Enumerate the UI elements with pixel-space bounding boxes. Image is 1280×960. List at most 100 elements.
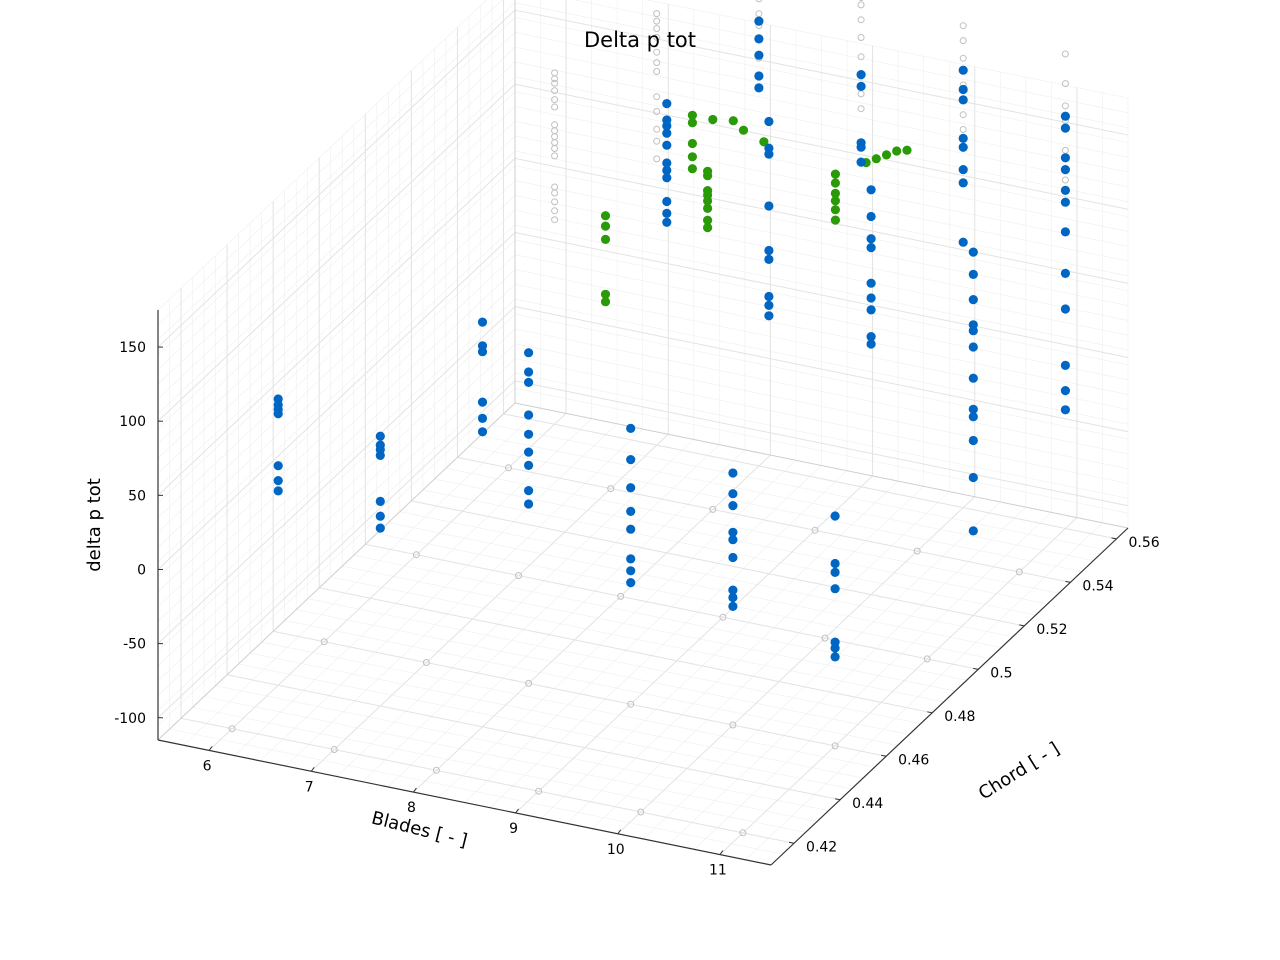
gray-data-point (653, 59, 661, 67)
blue-data-point (1060, 153, 1070, 163)
blue-data-point (662, 165, 672, 175)
y-tick-mark (927, 711, 933, 714)
gray-data-point (432, 766, 440, 774)
blue-data-point (477, 413, 488, 423)
gray-data-point (551, 139, 559, 147)
x-axis-label: Blades [ - ] (369, 808, 469, 852)
y-tick-mark (788, 841, 795, 844)
z-tick-label: -50 (123, 637, 146, 653)
blue-data-point (728, 592, 738, 603)
gray-data-point (709, 505, 717, 513)
chart-title: Delta p tot (584, 28, 696, 52)
gray-data-point (551, 69, 559, 77)
right-wall-minor-gridline (514, 61, 1129, 188)
green-data-point (687, 110, 698, 120)
left-wall-minor-gridline (157, 298, 516, 637)
blue-data-point (764, 254, 774, 264)
blue-data-point (1060, 386, 1070, 396)
right-wall-minor-gridline (514, 46, 1129, 173)
blue-data-point (830, 643, 840, 653)
y-tick-label: 0.52 (1036, 622, 1067, 638)
gray-data-point (551, 216, 559, 224)
right-wall-minor-gridline (514, 2, 1129, 128)
green-data-point (600, 289, 611, 299)
floor-gridline (180, 717, 795, 844)
green-data-point (600, 211, 611, 221)
right-wall-gridline (514, 157, 1129, 284)
gray-data-point (535, 787, 543, 795)
floor-minor-gridline (261, 641, 875, 768)
blue-data-point (958, 142, 968, 152)
left-wall-minor-gridline (157, 224, 516, 563)
blue-data-point (958, 165, 968, 175)
gray-data-point (653, 48, 661, 56)
gray-data-point (551, 133, 559, 141)
green-data-point (871, 154, 881, 164)
gray-data-point (959, 22, 967, 30)
gray-data-point (923, 655, 931, 663)
gray-data-point (617, 592, 625, 600)
floor-minor-gridline (307, 598, 921, 724)
blue-data-point (968, 472, 978, 483)
green-data-point (687, 164, 698, 174)
green-data-point (830, 178, 841, 188)
left-wall-minor-gridline (157, 106, 516, 444)
blue-data-point (728, 489, 738, 499)
left-wall-minor-gridline (157, 165, 516, 503)
left-wall-minor-gridline (157, 284, 516, 622)
z-tick-label: 150 (119, 340, 146, 356)
blue-data-point (626, 578, 636, 588)
right-wall-minor-gridline (645, 0, 1129, 99)
blue-data-point (830, 584, 840, 594)
floor-minor-gridline (183, 407, 541, 746)
green-data-point (830, 215, 841, 225)
green-data-point (759, 137, 769, 147)
right-wall-minor-gridline (514, 373, 1129, 499)
floor-minor-gridline (330, 576, 944, 703)
gray-data-point (551, 75, 559, 83)
right-wall-minor-gridline (514, 224, 1129, 351)
left-wall-minor-gridline (157, 135, 516, 474)
blue-data-point (626, 483, 636, 493)
gray-data-point (505, 464, 512, 472)
blue-data-point (968, 326, 978, 336)
right-wall-gridline (514, 380, 1129, 507)
floor-gridline (719, 517, 1078, 855)
left-wall-minor-gridline (157, 387, 516, 726)
blue-data-point (728, 468, 738, 478)
right-wall-minor-gridline (514, 328, 1129, 455)
gray-data-point (551, 189, 559, 197)
blue-data-point (662, 99, 672, 109)
gray-data-point (525, 679, 533, 687)
blue-data-point (1060, 405, 1070, 415)
blue-data-point (968, 295, 978, 305)
blue-data-point (662, 140, 672, 150)
tick-label-layer: -100 -50 0 50 100 150 6 7 8 9 10 11 0.42 0.44 0.46 0.48… (114, 340, 1160, 879)
left-wall-minor-gridline (157, 254, 516, 592)
x-tick-mark (413, 787, 417, 793)
left-wall-minor-gridline (157, 0, 503, 326)
green-data-point (600, 234, 611, 244)
left-wall-minor-gridline (157, 46, 516, 385)
gray-data-point (627, 700, 635, 708)
blue-data-point (866, 339, 876, 349)
floor-minor-gridline (285, 428, 643, 767)
gray-data-point (228, 725, 236, 733)
blue-data-point (764, 149, 774, 159)
right-wall-minor-gridline (514, 180, 1129, 306)
floor-minor-gridline (342, 565, 956, 692)
y-tick-label: 0.48 (944, 709, 975, 725)
floor-gridline (226, 674, 841, 801)
floor-minor-gridline (480, 435, 1094, 561)
blue-data-point (728, 585, 738, 595)
blue-data-point (662, 121, 672, 131)
floor-minor-gridline (204, 696, 818, 822)
gray-data-point (1061, 146, 1069, 154)
blue-data-point (764, 201, 774, 211)
right-wall-gridline (514, 9, 1129, 136)
green-data-point (703, 196, 713, 206)
gray-data-point (551, 79, 559, 87)
left-wall-minor-gridline (157, 328, 516, 667)
blue-data-point (968, 269, 978, 279)
floor-gridline (273, 630, 887, 757)
